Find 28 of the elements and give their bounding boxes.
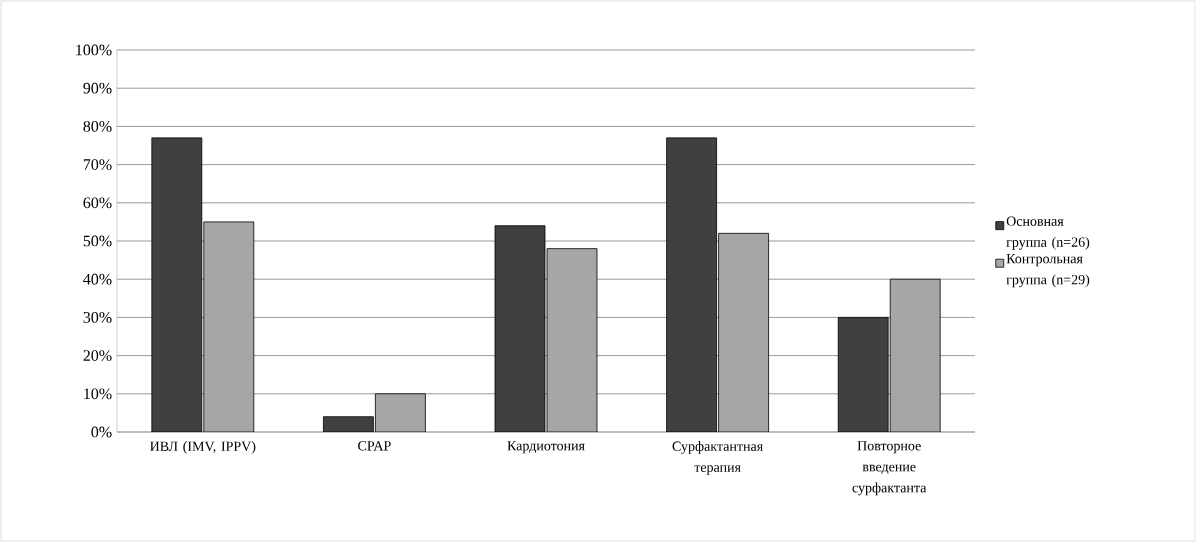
y-tick-label: 100% <box>76 44 112 56</box>
x-tick-label: ИВЛ (IMV, IPPV) <box>150 441 256 454</box>
bar <box>837 317 889 432</box>
y-tick-label: 20% <box>83 350 112 362</box>
y-tick-label: 80% <box>83 120 112 132</box>
bar <box>546 248 598 432</box>
y-tick-label: 70% <box>83 159 112 171</box>
y-tick-label: 40% <box>83 273 112 285</box>
bar <box>889 278 941 432</box>
bar <box>494 225 546 432</box>
y-tick-label: 10% <box>84 388 112 400</box>
bar <box>718 232 770 432</box>
x-tick-label: Повторное введение сурфактанта <box>852 441 927 496</box>
legend-label: Контрольная группа (n=29) <box>1006 254 1090 288</box>
bar <box>151 137 203 432</box>
y-tick-label: 60% <box>83 197 112 209</box>
x-tick-label: CPAP <box>358 441 391 451</box>
legend-label: Основная группа (n=26) <box>1006 216 1090 250</box>
y-tick-label: 30% <box>83 311 112 323</box>
bar <box>323 416 374 432</box>
y-tick-label: 90% <box>83 82 112 94</box>
x-tick-label: Кардиотония <box>507 441 585 454</box>
y-tick-label: 50% <box>83 235 112 247</box>
x-tick-label: Сурфактантная терапия <box>672 441 763 475</box>
bar <box>666 137 717 432</box>
bar <box>375 393 426 432</box>
y-tick-label: 0% <box>91 426 112 438</box>
bar <box>203 221 255 432</box>
